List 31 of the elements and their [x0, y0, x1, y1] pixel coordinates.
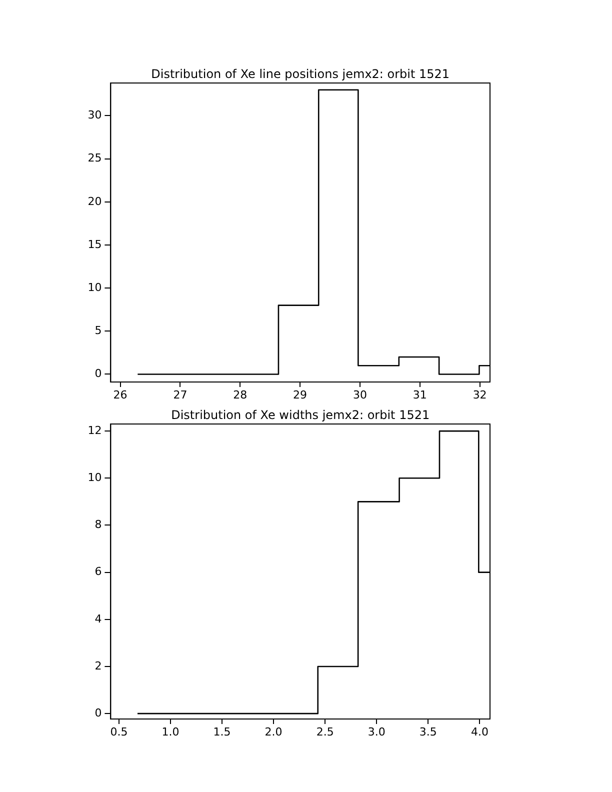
x-tick-label: 28 [233, 388, 248, 402]
y-tick-label: 5 [94, 324, 102, 338]
y-tick-label: 0 [94, 367, 102, 380]
chart-title: Distribution of Xe line positions jemx2: orbit 1521 [151, 67, 450, 82]
x-tick-label: 0.5 [110, 725, 128, 738]
x-tick-label: 32 [472, 388, 487, 402]
x-tick-label: 2.5 [316, 725, 334, 738]
y-tick-label: 2 [94, 659, 102, 672]
y-tick-label: 25 [88, 152, 102, 165]
chart-title: Distribution of Xe widths jemx2: orbit 1521 [171, 408, 430, 422]
x-tick-label: 3.5 [419, 725, 437, 738]
x-tick-label: 27 [173, 388, 188, 402]
x-tick-label: 2.0 [264, 725, 282, 738]
y-tick-label: 0 [94, 706, 102, 720]
x-tick-label: 3.0 [368, 725, 386, 738]
x-tick-label: 30 [352, 388, 367, 402]
y-tick-label: 15 [88, 238, 102, 251]
y-tick-label: 12 [88, 424, 102, 437]
y-tick-label: 4 [94, 612, 102, 626]
y-tick-label: 10 [88, 471, 102, 484]
x-tick-label: 1.0 [162, 725, 180, 738]
x-tick-label: 1.5 [213, 725, 231, 738]
x-tick-label: 26 [113, 388, 128, 402]
y-tick-label: 10 [88, 280, 102, 294]
x-tick-label: 4.0 [470, 725, 488, 738]
x-tick-label: 31 [412, 388, 427, 402]
y-tick-label: 20 [88, 194, 102, 208]
x-tick-label: 29 [293, 388, 308, 402]
y-tick-label: 6 [94, 565, 102, 578]
y-tick-label: 8 [94, 518, 102, 532]
y-tick-label: 30 [88, 108, 102, 122]
